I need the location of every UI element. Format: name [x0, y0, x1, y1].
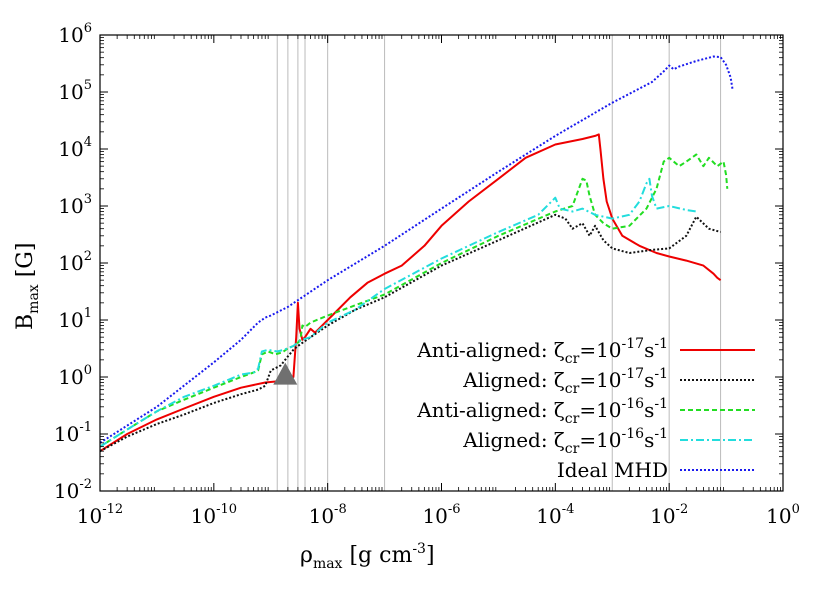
legend-label-5: Ideal MHD [557, 458, 668, 482]
x-axis-label: ρmax [g cm-3] [300, 541, 435, 572]
series-line-4 [99, 177, 697, 448]
x-tick-label: 10-6 [422, 502, 460, 528]
y-tick-label: 10-1 [54, 420, 92, 446]
y-tick-label: 103 [58, 192, 92, 218]
y-axis-label: Bmax [G] [13, 243, 42, 330]
marker-layer [273, 362, 298, 385]
x-tick-label: 100 [766, 502, 800, 528]
y-tick-labels: 10-2 10-1 100 101 102 103 104 105 106 [54, 21, 92, 503]
x-tick-label: 10-2 [650, 502, 688, 528]
legend-label-3: Anti-aligned: ζcr=10-16s-1 [416, 396, 668, 427]
y-tick-label: 102 [58, 249, 92, 275]
series-line-3 [99, 153, 729, 448]
triangle-marker [273, 362, 298, 385]
x-tick-label: 10-8 [309, 502, 347, 528]
x-tick-label: 10-10 [191, 502, 237, 528]
y-tick-label: 100 [58, 363, 92, 389]
y-tick-label: 104 [58, 135, 92, 161]
legend-label-2: Aligned: ζcr=10-17s-1 [462, 366, 668, 397]
axis-ticks [99, 34, 784, 492]
y-tick-label: 101 [58, 306, 92, 332]
x-tick-label: 10-12 [77, 502, 123, 528]
x-tick-label: 10-4 [536, 502, 574, 528]
y-tick-label: 10-2 [54, 477, 92, 503]
vertical-reference-lines [276, 35, 722, 491]
series-line-5 [99, 55, 734, 444]
legend-label-4: Aligned: ζcr=10-16s-1 [462, 426, 668, 457]
y-tick-label: 105 [58, 78, 92, 104]
y-tick-label: 106 [58, 21, 92, 47]
legend-label-1: Anti-aligned: ζcr=10-17s-1 [416, 336, 668, 367]
series-line-2 [99, 213, 721, 453]
x-tick-labels: 10-12 10-10 10-8 10-6 10-4 10-2 100 [77, 502, 800, 528]
